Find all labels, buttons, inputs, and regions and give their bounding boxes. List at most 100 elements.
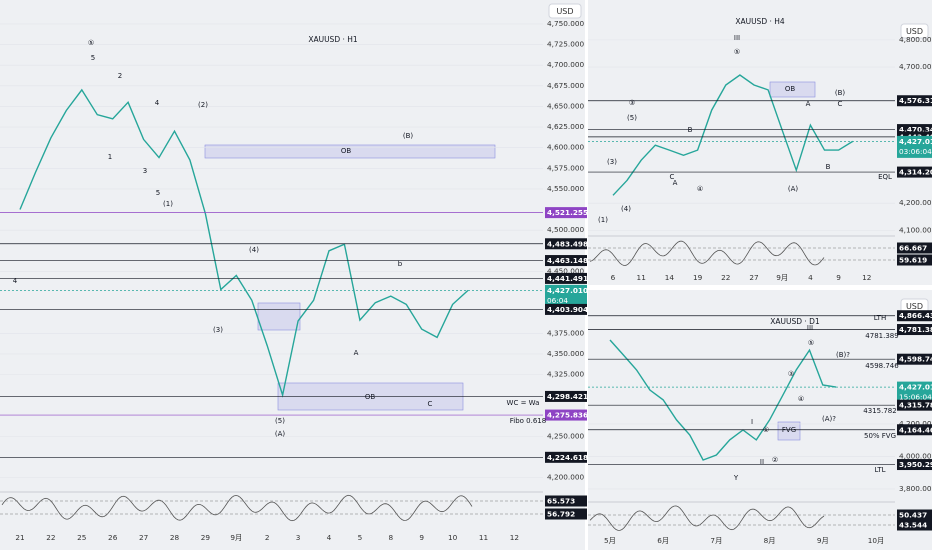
y-tick-label: 4,450.000 <box>547 266 584 275</box>
countdown: 06:04 <box>547 296 568 305</box>
x-tick-label: 9 <box>836 273 841 282</box>
chart-title: XAUUSD · H1 <box>308 35 358 44</box>
annotation: (2) <box>198 101 208 109</box>
x-tick-label: 9月 <box>776 273 788 282</box>
annotation: I <box>751 418 753 426</box>
price-label-box <box>545 390 587 402</box>
oscillator-label: 66.667 <box>899 244 927 253</box>
price-label: 4,866.436 <box>899 311 932 320</box>
oscillator-label-box <box>545 508 587 520</box>
annotation: (A) <box>788 185 799 193</box>
price-label-box <box>545 284 587 307</box>
currency: USD <box>906 302 923 311</box>
price-label-box <box>545 409 587 421</box>
oscillator-line <box>589 505 825 531</box>
annotation: (B) <box>835 89 846 97</box>
annotation: C <box>838 100 843 108</box>
price-label-box <box>897 324 932 336</box>
y-tick-label: 4,700.000 <box>899 62 932 71</box>
annotation: (B) <box>403 132 414 140</box>
x-tick-label: 12 <box>510 533 519 542</box>
oscillator-label: 43.544 <box>899 521 927 530</box>
pane-bg <box>0 0 585 550</box>
price-label-box <box>897 424 932 436</box>
annotation: (4) <box>621 205 631 213</box>
x-tick-label: 9月 <box>817 536 829 545</box>
y-tick-label: 4,200.000 <box>899 198 932 207</box>
price-label: 4,521.255 <box>547 208 588 217</box>
currency-box <box>548 3 582 19</box>
annotation: b <box>398 260 403 268</box>
x-tick-label: 14 <box>665 273 675 282</box>
y-tick-label: 4,725.000 <box>547 40 584 49</box>
y-tick-label: 4,375.000 <box>547 328 584 337</box>
fvg-zone <box>777 421 801 441</box>
y-tick-label: 4,500.000 <box>547 225 584 234</box>
annotation: (5) <box>275 417 285 425</box>
chart-title: XAUUSD · D1 <box>770 317 820 326</box>
annotation: (3) <box>213 326 223 334</box>
oscillator-label-box <box>897 519 932 531</box>
annotation: 5 <box>156 189 160 197</box>
x-tick-label: 9月 <box>230 533 242 542</box>
price-label-box <box>545 255 587 267</box>
oscillator-label-box <box>545 495 587 507</box>
y-tick-label: 4,000.000 <box>899 451 932 460</box>
price-label: 4,470.343 <box>899 125 932 134</box>
y-tick-label: 4,575.000 <box>547 163 584 172</box>
x-tick-label: 26 <box>108 533 118 542</box>
x-tick-label: 19 <box>693 273 703 282</box>
currency: USD <box>556 7 573 16</box>
ob-zone <box>204 144 496 159</box>
price-label-box <box>897 353 932 365</box>
annotation: ④ <box>798 395 804 403</box>
annotation: ④ <box>697 185 703 193</box>
annotation: LTH <box>874 314 886 322</box>
y-tick-label: 4,625.000 <box>547 122 584 131</box>
annotation: III <box>807 324 813 332</box>
price-label-box <box>545 303 587 315</box>
x-tick-label: 25 <box>77 533 86 542</box>
x-tick-label: 9 <box>419 533 424 542</box>
price-label-box <box>545 238 587 250</box>
ob-zone <box>257 302 301 331</box>
x-tick-label: 10 <box>448 533 458 542</box>
x-tick-label: 2 <box>265 533 270 542</box>
annotation: A <box>806 100 811 108</box>
annotation: ③ <box>629 99 635 107</box>
x-tick-label: 3 <box>296 533 301 542</box>
price-label-box <box>545 207 587 219</box>
price-label-box <box>897 399 932 411</box>
annotation: (A) <box>275 430 286 438</box>
annotation: LTL <box>874 466 885 474</box>
annotation: 4598.746 <box>865 362 899 370</box>
oscillator-label-box <box>897 509 932 521</box>
annotation: (5) <box>627 114 637 122</box>
x-tick-label: 4 <box>327 533 332 542</box>
pane-bg <box>588 290 932 550</box>
x-tick-label: 10月 <box>868 536 885 545</box>
x-tick-label: 12 <box>862 273 871 282</box>
price-label: 3,950.291 <box>899 460 932 469</box>
annotation: A <box>673 179 678 187</box>
y-tick-label: 4,250.000 <box>547 431 584 440</box>
annotation: ② <box>772 456 778 464</box>
annotation: OB <box>785 85 796 93</box>
price-label: 4,441.491 <box>547 274 588 283</box>
annotation: 2 <box>118 72 122 80</box>
oscillator-label: 65.573 <box>547 497 575 506</box>
price-label: 4,463.148 <box>547 256 588 265</box>
price-label-box <box>897 310 932 322</box>
annotation: III <box>734 34 740 42</box>
price-label-box <box>897 381 932 404</box>
annotation: A <box>354 349 359 357</box>
countdown: 15:06:04 <box>899 393 932 402</box>
y-tick-label: 4,200.000 <box>547 473 584 482</box>
annotation: C <box>670 173 675 181</box>
price-label: 4,427.010 <box>899 383 932 392</box>
x-tick-label: 29 <box>201 533 211 542</box>
annotation: 4 <box>13 277 18 285</box>
annotation: (3) <box>607 158 617 166</box>
oscillator-label-box <box>897 254 932 266</box>
x-tick-label: 5 <box>358 533 363 542</box>
